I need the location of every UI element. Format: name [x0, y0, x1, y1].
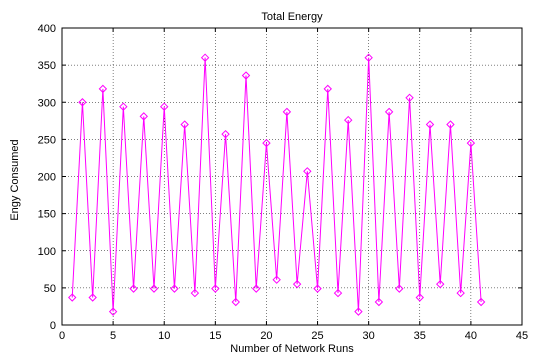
y-tick-label: 350 [38, 60, 56, 72]
data-point-marker [190, 288, 200, 298]
x-tick-label: 10 [158, 330, 170, 342]
data-point-marker [252, 284, 261, 293]
data-point-marker [108, 307, 118, 316]
grid-layer [61, 27, 523, 326]
data-point-marker [436, 279, 445, 289]
data-point-marker [170, 284, 179, 293]
x-tick-label: 45 [516, 330, 528, 342]
data-point-marker [262, 138, 271, 148]
y-tick-label: 200 [38, 172, 56, 184]
data-point-marker [303, 167, 312, 176]
data-point-marker [221, 129, 230, 139]
data-point-marker [98, 84, 108, 94]
data-point-marker [425, 120, 435, 129]
x-tick-label: 15 [209, 330, 221, 342]
plot-frame [61, 27, 523, 326]
data-point-marker [282, 107, 292, 117]
data-point-marker [466, 138, 476, 148]
data-point-marker [180, 120, 189, 129]
data-point-marker [211, 284, 220, 293]
data-point-marker [78, 98, 87, 107]
x-tick-label: 35 [414, 330, 426, 342]
x-tick-label: 30 [363, 330, 375, 342]
y-tick-label: 0 [50, 320, 56, 332]
data-point-marker [354, 307, 363, 316]
data-point-marker [344, 115, 353, 125]
data-points [68, 53, 486, 316]
series-line [71, 57, 482, 312]
data-point-marker [323, 84, 332, 94]
x-tick-labels: 0 5 10 15 20 25 30 35 40 45 [59, 330, 528, 342]
data-point-marker [313, 284, 322, 293]
data-point-marker [333, 288, 343, 298]
data-point-marker [446, 120, 455, 129]
x-tick-label: 20 [260, 330, 272, 342]
data-point-marker [129, 284, 138, 293]
y-tick-label: 150 [38, 209, 56, 221]
chart-title: Total Energy [261, 11, 323, 23]
data-point-marker [476, 297, 486, 307]
data-point-marker [88, 293, 97, 302]
data-point-marker [395, 284, 404, 293]
x-tick-label: 5 [110, 330, 116, 342]
x-tick-label: 40 [465, 330, 477, 342]
y-tick-label: 100 [38, 246, 56, 258]
data-point-marker [374, 297, 384, 307]
data-point-marker [415, 293, 424, 302]
x-axis-label: Number of Network Runs [230, 343, 354, 355]
x-tick-label: 25 [311, 330, 323, 342]
data-point-marker [200, 53, 210, 62]
data-point-marker [149, 284, 159, 293]
data-point-marker [272, 275, 281, 284]
data-point-marker [231, 297, 240, 307]
y-tick-label: 50 [44, 283, 56, 295]
data-point-marker [160, 102, 169, 111]
data-point-marker [68, 293, 77, 302]
data-point-marker [456, 288, 465, 298]
y-tick-label: 300 [38, 97, 56, 109]
data-point-marker [384, 107, 394, 117]
data-point-marker [119, 102, 128, 111]
y-tick-labels: 0 50 100 150 200 250 300 350 400 [38, 23, 56, 332]
data-point-marker [405, 93, 414, 103]
x-tick-label: 0 [59, 330, 65, 342]
y-axis-label: Engy Consumed [9, 139, 21, 220]
y-tick-label: 400 [38, 23, 56, 35]
y-tick-label: 250 [38, 134, 56, 146]
data-point-marker [139, 112, 148, 121]
data-point-marker [364, 53, 373, 62]
data-point-marker [292, 279, 302, 289]
data-point-marker [241, 71, 251, 80]
